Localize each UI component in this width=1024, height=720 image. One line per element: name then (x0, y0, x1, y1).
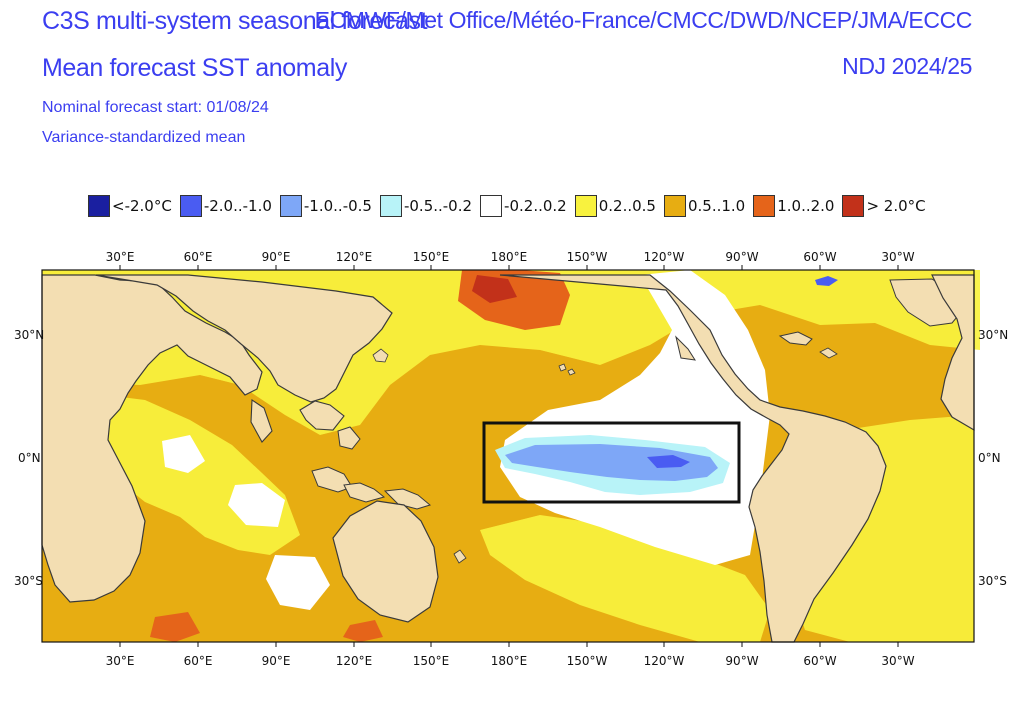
legend-item: -1.0..-0.5 (279, 195, 372, 217)
map-frame (41, 269, 975, 643)
legend-swatch-9 (842, 195, 865, 217)
forecast-system-title: C3S multi-system seasonal forecast (42, 7, 428, 35)
legend-label-6: 0.2..0.5 (598, 197, 656, 215)
legend-label-8: 1.0..2.0 (777, 197, 835, 215)
legend-item: <-2.0°C (88, 195, 172, 217)
legend-swatch-8 (753, 195, 776, 217)
legend-item: > 2.0°C (842, 195, 926, 217)
new-guinea-west (343, 482, 386, 503)
lon-label-top: 120°E (336, 250, 373, 264)
legend-item: 0.2..0.5 (574, 195, 656, 217)
longitude-grid-top (119, 265, 899, 270)
australia (332, 500, 439, 623)
japan-island (372, 348, 389, 363)
hot-anomaly-north-pacific (472, 275, 517, 303)
southeast-asia-landmass (299, 400, 345, 431)
cuba (778, 331, 813, 346)
legend-label-2: -2.0..-1.0 (203, 197, 272, 215)
lat-label-left: 0°N (18, 451, 41, 465)
legend-swatch-6 (574, 195, 597, 217)
nino-region-box (482, 421, 741, 504)
lon-label-bottom: 60°W (803, 654, 836, 668)
longitude-labels-bottom: 30°E 60°E 90°E 120°E 150°E 180°E 150°W 1… (106, 654, 915, 668)
lon-label-top: 30°W (881, 250, 914, 264)
lon-label-bottom: 180°E (491, 654, 528, 668)
legend-item: -2.0..-1.0 (179, 195, 272, 217)
warm-anomaly-southwest-indian (150, 612, 200, 642)
cool-anomaly-north-atlantic (815, 276, 838, 286)
asia-landmass (95, 274, 393, 403)
baja-california (675, 335, 697, 361)
africa-eurasia-west-landmass (41, 274, 263, 603)
world-map-svg: 30°E 60°E 90°E 120°E 150°E 180°E 150°W 1… (14, 250, 1008, 668)
lon-label-bottom: 120°E (336, 654, 373, 668)
lon-label-top: 60°W (803, 250, 836, 264)
latitude-labels-right: 30°N 0°N 30°S (978, 328, 1008, 588)
neutral-anomaly-south-indian (266, 555, 330, 610)
legend-swatch-3 (279, 195, 302, 217)
caribbean-island (819, 347, 838, 359)
lat-label-left: 30°S (14, 574, 43, 588)
lon-label-bottom: 150°E (413, 654, 450, 668)
lat-label-right: 30°N (978, 328, 1008, 342)
philippines (337, 426, 361, 450)
india-peninsula (250, 399, 273, 443)
warm-anomaly-south-australia (343, 620, 383, 642)
title-block-left: C3S multi-system seasonal forecast Mean … (42, 6, 428, 148)
map-title: Mean forecast SST anomaly (42, 54, 347, 82)
lon-label-top: 60°E (184, 250, 213, 264)
legend-item: -0.5..-0.2 (379, 195, 473, 217)
longitude-grid-bottom (119, 642, 899, 647)
lon-label-bottom: 90°E (262, 654, 291, 668)
lon-label-bottom: 30°W (881, 654, 914, 668)
lon-label-bottom: 90°W (725, 654, 758, 668)
lon-label-top: 180°E (491, 250, 528, 264)
forecast-start-text: Nominal forecast start: 01/08/24 (42, 99, 269, 116)
legend-swatch-7 (663, 195, 686, 217)
neutral-anomaly-west-indian (162, 435, 205, 473)
legend-label-3: -1.0..-0.5 (303, 197, 372, 215)
lon-label-bottom: 30°E (106, 654, 135, 668)
variance-text: Variance-standardized mean (42, 129, 246, 146)
lat-label-left: 30°N (14, 328, 44, 342)
legend-swatch-2 (179, 195, 202, 217)
lon-label-bottom: 150°W (567, 654, 608, 668)
legend-swatch-4 (379, 195, 402, 217)
legend-item: 1.0..2.0 (753, 195, 834, 217)
lon-label-bottom: 60°E (184, 654, 213, 668)
legend-label-7: 0.5..1.0 (687, 197, 746, 215)
yellow-anomaly-south-pacific (480, 515, 770, 642)
lat-label-right: 30°S (978, 574, 1007, 588)
legend-label-5: -0.2..0.2 (504, 197, 567, 215)
lon-label-bottom: 120°W (644, 654, 685, 668)
legend-item: -0.2..0.2 (480, 195, 567, 217)
lon-label-top: 30°E (106, 250, 135, 264)
systems-title: ECMWF/Met Office/Météo-France/CMCC/DWD/N… (314, 7, 973, 33)
longitude-labels-top: 30°E 60°E 90°E 120°E 150°E 180°E 150°W 1… (106, 250, 915, 264)
legend-swatch-1 (88, 195, 110, 217)
period-title: NDJ 2024/25 (842, 53, 972, 79)
legend-item: 0.5..1.0 (663, 195, 746, 217)
legend: <-2.0°C -2.0..-1.0 -1.0..-0.5 -0.5..-0.2… (88, 195, 934, 217)
lon-label-top: 90°W (725, 250, 758, 264)
lon-label-top: 150°W (567, 250, 608, 264)
legend-label-4: -0.5..-0.2 (403, 197, 473, 215)
legend-label-9: > 2.0°C (866, 197, 926, 215)
pacific-island (453, 549, 467, 564)
lon-label-top: 120°W (644, 250, 685, 264)
cool-anomaly-strong (647, 455, 690, 468)
title-block-right: ECMWF/Met Office/Météo-France/CMCC/DWD/N… (314, 6, 973, 80)
neutral-anomaly-central-indian (228, 483, 285, 527)
lon-label-top: 90°E (262, 250, 291, 264)
lon-label-top: 150°E (413, 250, 450, 264)
lat-label-right: 0°N (978, 451, 1001, 465)
hawaii-island (567, 368, 576, 376)
latitude-labels-left: 30°N 0°N 30°S (14, 328, 44, 588)
legend-label-1: <-2.0°C (112, 197, 172, 215)
cool-anomaly-medium (505, 444, 718, 481)
hawaii-island (558, 363, 567, 372)
sst-anomaly-map: 30°E 60°E 90°E 120°E 150°E 180°E 150°W 1… (0, 235, 1024, 675)
legend-swatch-5 (480, 195, 503, 217)
